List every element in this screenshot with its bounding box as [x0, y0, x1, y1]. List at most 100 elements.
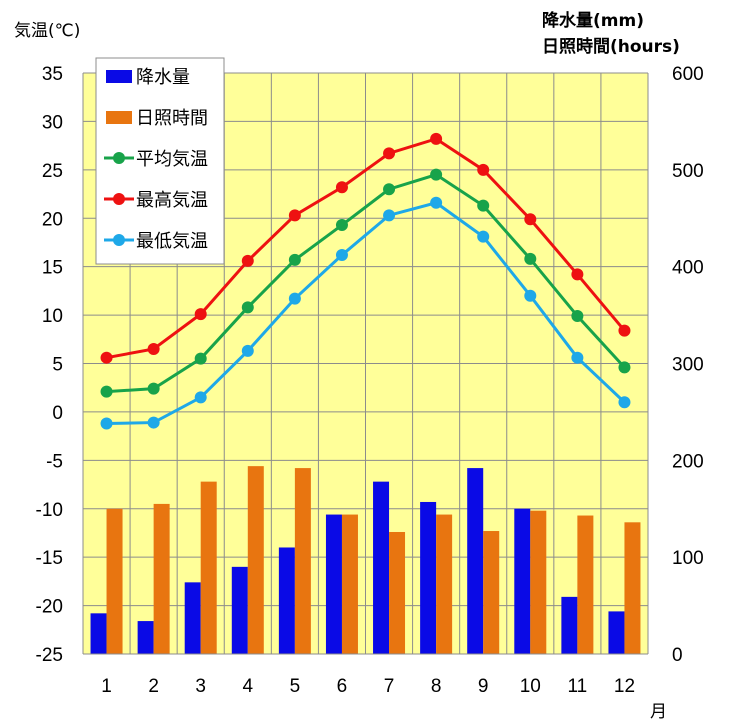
- bar-sunshine: [200, 481, 217, 654]
- left-tick-label: 15: [42, 258, 63, 279]
- x-tick-label: 12: [614, 676, 635, 697]
- left-axis-title: 気温(℃): [14, 21, 81, 41]
- point-max-temperature: [335, 181, 348, 194]
- point-max-temperature: [618, 324, 631, 337]
- point-avg-temperature: [430, 168, 443, 181]
- bar-precipitation: [420, 501, 437, 654]
- x-tick-label: 4: [243, 676, 254, 697]
- bar-precipitation: [373, 481, 390, 654]
- left-tick-label: -5: [46, 451, 63, 472]
- point-min-temperature: [430, 196, 443, 209]
- bar-precipitation: [231, 566, 248, 654]
- point-avg-temperature: [524, 252, 537, 265]
- left-tick-label: 35: [42, 64, 63, 85]
- bar-precipitation: [561, 596, 578, 654]
- bar-precipitation: [608, 611, 625, 654]
- right-tick-label: 200: [672, 451, 704, 472]
- bar-sunshine: [530, 510, 547, 654]
- left-tick-label: -15: [36, 548, 63, 569]
- legend-label: 日照時間: [136, 108, 208, 129]
- x-tick-label: 8: [431, 676, 442, 697]
- legend-label: 降水量: [136, 67, 190, 88]
- legend-swatch-marker: [113, 152, 125, 164]
- x-tick-label: 10: [520, 676, 541, 697]
- bar-sunshine: [341, 514, 358, 654]
- right-axis-title-sunshine: 日照時間(hours): [542, 37, 680, 57]
- right-axis-title-precipitation: 降水量(mm): [542, 11, 644, 31]
- right-tick-label: 500: [672, 161, 704, 182]
- bar-sunshine: [247, 466, 264, 654]
- point-max-temperature: [147, 342, 160, 355]
- point-min-temperature: [477, 230, 490, 243]
- bar-precipitation: [467, 468, 484, 654]
- legend-swatch-bar: [106, 111, 132, 124]
- left-tick-label: 10: [42, 306, 63, 327]
- legend-label: 平均気温: [136, 149, 208, 170]
- left-tick-label: -25: [36, 645, 63, 666]
- point-min-temperature: [383, 209, 396, 222]
- line-min-temperature: [106, 201, 626, 426]
- point-min-temperature: [147, 416, 160, 429]
- bar-sunshine: [577, 515, 594, 654]
- point-max-temperature: [571, 268, 584, 281]
- bar-precipitation: [184, 582, 201, 654]
- point-min-temperature: [618, 396, 631, 409]
- point-avg-temperature: [147, 382, 160, 395]
- x-tick-label: 2: [148, 676, 159, 697]
- point-min-temperature: [194, 391, 207, 404]
- point-max-temperature: [430, 132, 443, 145]
- point-max-temperature: [194, 308, 207, 321]
- point-avg-temperature: [194, 352, 207, 365]
- bar-precipitation: [90, 613, 107, 654]
- x-axis-unit-label: 月: [650, 702, 667, 722]
- left-tick-label: -20: [36, 597, 63, 618]
- point-avg-temperature: [571, 310, 584, 323]
- bar-sunshine: [389, 531, 406, 654]
- left-tick-label: -10: [36, 500, 63, 521]
- left-tick-label: 5: [52, 355, 63, 376]
- legend-label: 最低気温: [136, 231, 208, 252]
- legend-swatch-marker: [113, 193, 125, 205]
- bar-precipitation: [514, 508, 531, 654]
- x-tick-label: 6: [337, 676, 348, 697]
- x-tick-label: 7: [384, 676, 395, 697]
- point-max-temperature: [383, 147, 396, 160]
- point-avg-temperature: [383, 183, 396, 196]
- point-max-temperature: [477, 163, 490, 176]
- line-avg-temperature: [106, 173, 626, 394]
- x-tick-label: 1: [101, 676, 112, 697]
- point-min-temperature: [524, 289, 537, 302]
- right-tick-label: 300: [672, 355, 704, 376]
- legend-swatch-marker: [113, 234, 125, 246]
- point-min-temperature: [571, 351, 584, 364]
- x-tick-label: 3: [195, 676, 206, 697]
- left-tick-label: 0: [52, 403, 63, 424]
- point-max-temperature: [524, 213, 537, 226]
- left-tick-label: 20: [42, 209, 63, 230]
- bar-precipitation: [325, 514, 342, 654]
- right-tick-label: 400: [672, 258, 704, 279]
- point-avg-temperature: [477, 199, 490, 212]
- point-max-temperature: [288, 209, 301, 222]
- x-tick-label: 9: [478, 676, 489, 697]
- bar-precipitation: [278, 547, 295, 654]
- x-tick-label: 5: [290, 676, 301, 697]
- point-max-temperature: [100, 351, 113, 364]
- line-max-temperature: [106, 137, 626, 360]
- point-avg-temperature: [288, 253, 301, 266]
- legend-label: 最高気温: [136, 190, 208, 211]
- point-avg-temperature: [335, 219, 348, 232]
- bar-precipitation: [137, 621, 154, 654]
- bar-sunshine: [624, 522, 641, 654]
- point-min-temperature: [288, 292, 301, 305]
- point-avg-temperature: [100, 385, 113, 398]
- point-min-temperature: [241, 344, 254, 357]
- right-tick-label: 600: [672, 64, 704, 85]
- point-max-temperature: [241, 254, 254, 267]
- point-avg-temperature: [241, 301, 254, 314]
- x-tick-label: 11: [568, 676, 588, 697]
- bar-sunshine: [483, 531, 500, 654]
- left-tick-label: 25: [42, 161, 63, 182]
- bar-sunshine: [436, 514, 453, 654]
- point-min-temperature: [100, 417, 113, 430]
